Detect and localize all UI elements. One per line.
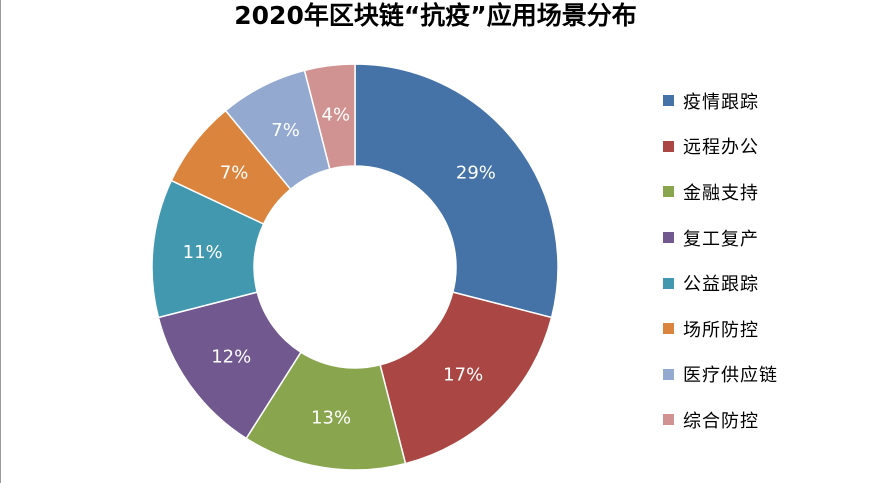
- legend-label: 疫情跟踪: [683, 91, 759, 113]
- legend-item: 场所防控: [663, 306, 778, 352]
- legend-label: 金融支持: [683, 182, 759, 204]
- legend-item: 复工复产: [663, 215, 778, 261]
- slice-label-3: 13%: [311, 408, 351, 429]
- legend-swatch: [663, 277, 674, 289]
- legend-item: 疫情跟踪: [663, 78, 778, 124]
- legend: 疫情跟踪远程办公金融支持复工复产公益跟踪场所防控医疗供应链综合防控: [663, 78, 778, 443]
- slice-label-2: 17%: [443, 365, 483, 386]
- donut-slice-2: [379, 291, 553, 465]
- legend-swatch: [663, 414, 674, 426]
- legend-item: 公益跟踪: [663, 260, 778, 306]
- slice-label-5: 11%: [183, 242, 223, 263]
- donut-slice-8: [303, 63, 356, 171]
- chart-title: 2020年区块链“抗疫”应用场景分布: [234, 1, 637, 30]
- legend-label: 复工复产: [683, 228, 759, 250]
- legend-label: 场所防控: [683, 319, 759, 341]
- slice-label-6: 7%: [220, 163, 249, 184]
- legend-swatch: [663, 95, 674, 107]
- legend-item: 医疗供应链: [663, 352, 778, 398]
- legend-item: 金融支持: [663, 169, 778, 215]
- slice-label-7: 7%: [271, 120, 300, 141]
- legend-swatch: [663, 323, 674, 335]
- legend-swatch: [663, 232, 674, 244]
- legend-label: 综合防控: [683, 410, 759, 432]
- legend-swatch: [663, 186, 674, 198]
- legend-item: 综合防控: [663, 397, 778, 443]
- legend-swatch: [663, 140, 674, 152]
- legend-label: 远程办公: [683, 137, 759, 159]
- legend-swatch: [663, 368, 674, 380]
- donut-slice-1: [354, 63, 559, 319]
- slice-label-1: 29%: [456, 163, 496, 184]
- slice-label-4: 12%: [211, 346, 251, 367]
- legend-label: 公益跟踪: [683, 274, 759, 296]
- slice-label-8: 4%: [322, 105, 351, 126]
- legend-item: 远程办公: [663, 124, 778, 170]
- legend-label: 医疗供应链: [683, 365, 778, 387]
